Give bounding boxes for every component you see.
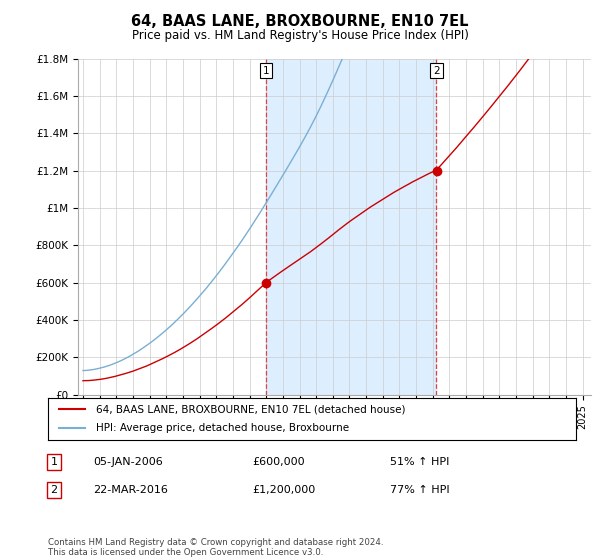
Text: 1: 1	[263, 66, 269, 76]
Text: £1,200,000: £1,200,000	[252, 485, 315, 495]
Text: 22-MAR-2016: 22-MAR-2016	[93, 485, 168, 495]
Text: Contains HM Land Registry data © Crown copyright and database right 2024.
This d: Contains HM Land Registry data © Crown c…	[48, 538, 383, 557]
Text: HPI: Average price, detached house, Broxbourne: HPI: Average price, detached house, Brox…	[95, 423, 349, 433]
Text: 2: 2	[50, 485, 58, 495]
Text: 1: 1	[50, 457, 58, 467]
Text: 64, BAAS LANE, BROXBOURNE, EN10 7EL: 64, BAAS LANE, BROXBOURNE, EN10 7EL	[131, 14, 469, 29]
Text: 51% ↑ HPI: 51% ↑ HPI	[390, 457, 449, 467]
Text: 05-JAN-2006: 05-JAN-2006	[93, 457, 163, 467]
Text: Price paid vs. HM Land Registry's House Price Index (HPI): Price paid vs. HM Land Registry's House …	[131, 29, 469, 42]
Text: 2: 2	[433, 66, 440, 76]
Text: 77% ↑ HPI: 77% ↑ HPI	[390, 485, 449, 495]
Text: £600,000: £600,000	[252, 457, 305, 467]
Bar	[266, 59, 436, 395]
Text: 64, BAAS LANE, BROXBOURNE, EN10 7EL (detached house): 64, BAAS LANE, BROXBOURNE, EN10 7EL (det…	[95, 404, 405, 414]
